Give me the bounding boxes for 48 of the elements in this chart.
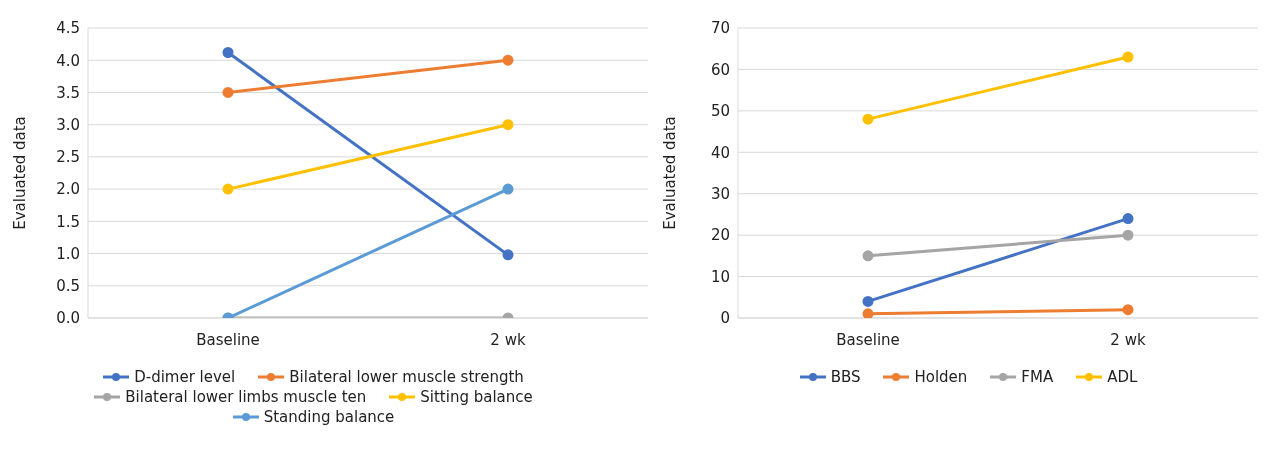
point	[502, 119, 514, 131]
y-tick-label: 60	[710, 60, 730, 79]
legend-label: ADL	[1106, 368, 1138, 386]
point	[502, 249, 514, 261]
legend-label: Bilateral lower limbs muscle ten	[124, 388, 367, 406]
point	[1122, 229, 1134, 241]
y-tick-label: 50	[710, 102, 730, 121]
point	[502, 183, 514, 195]
legend-label: Bilateral lower muscle strength	[288, 368, 524, 386]
y-tick-label: 3.5	[56, 83, 80, 102]
point	[862, 113, 874, 125]
legend-label: Holden	[913, 368, 968, 386]
y-tick-label: 0	[720, 309, 730, 328]
y-tick-label: 2.0	[56, 180, 80, 199]
point	[502, 54, 514, 66]
y-tick-label: 70	[710, 19, 730, 38]
y-tick-label: 4.5	[56, 19, 80, 38]
legend-label: D-dimer level	[133, 368, 236, 386]
point	[1122, 213, 1134, 225]
y-tick-label: 30	[710, 185, 730, 204]
point	[862, 295, 874, 307]
y-tick-label: 1.0	[56, 244, 80, 263]
y-tick-label: 0.5	[56, 277, 80, 296]
y-tick-label: 3.0	[56, 115, 80, 134]
x-tick-label: Baseline	[196, 330, 260, 349]
y-tick-label: 2.5	[56, 148, 80, 167]
y-axis-title: Evaluated data	[661, 116, 680, 230]
y-tick-label: 40	[710, 143, 730, 162]
point	[862, 308, 874, 318]
point	[862, 250, 874, 262]
x-tick-label: 2 wk	[490, 330, 526, 349]
legend-label: Sitting balance	[419, 388, 533, 406]
legend-label: BBS	[829, 368, 861, 386]
point	[222, 183, 234, 195]
x-tick-label: 2 wk	[1110, 330, 1146, 349]
y-tick-label: 10	[710, 267, 730, 286]
y-tick-label: 20	[710, 226, 730, 245]
x-tick-label: Baseline	[836, 330, 900, 349]
point	[222, 86, 234, 98]
point	[1122, 51, 1134, 63]
y-tick-label: 4.0	[56, 51, 80, 70]
legend-label: FMA	[1020, 368, 1054, 386]
y-axis-title: Evaluated data	[11, 116, 30, 230]
y-tick-label: 0.0	[56, 309, 80, 328]
point	[1122, 304, 1134, 316]
legend-label: Standing balance	[262, 408, 395, 426]
y-tick-label: 1.5	[56, 212, 80, 231]
point	[222, 46, 234, 58]
